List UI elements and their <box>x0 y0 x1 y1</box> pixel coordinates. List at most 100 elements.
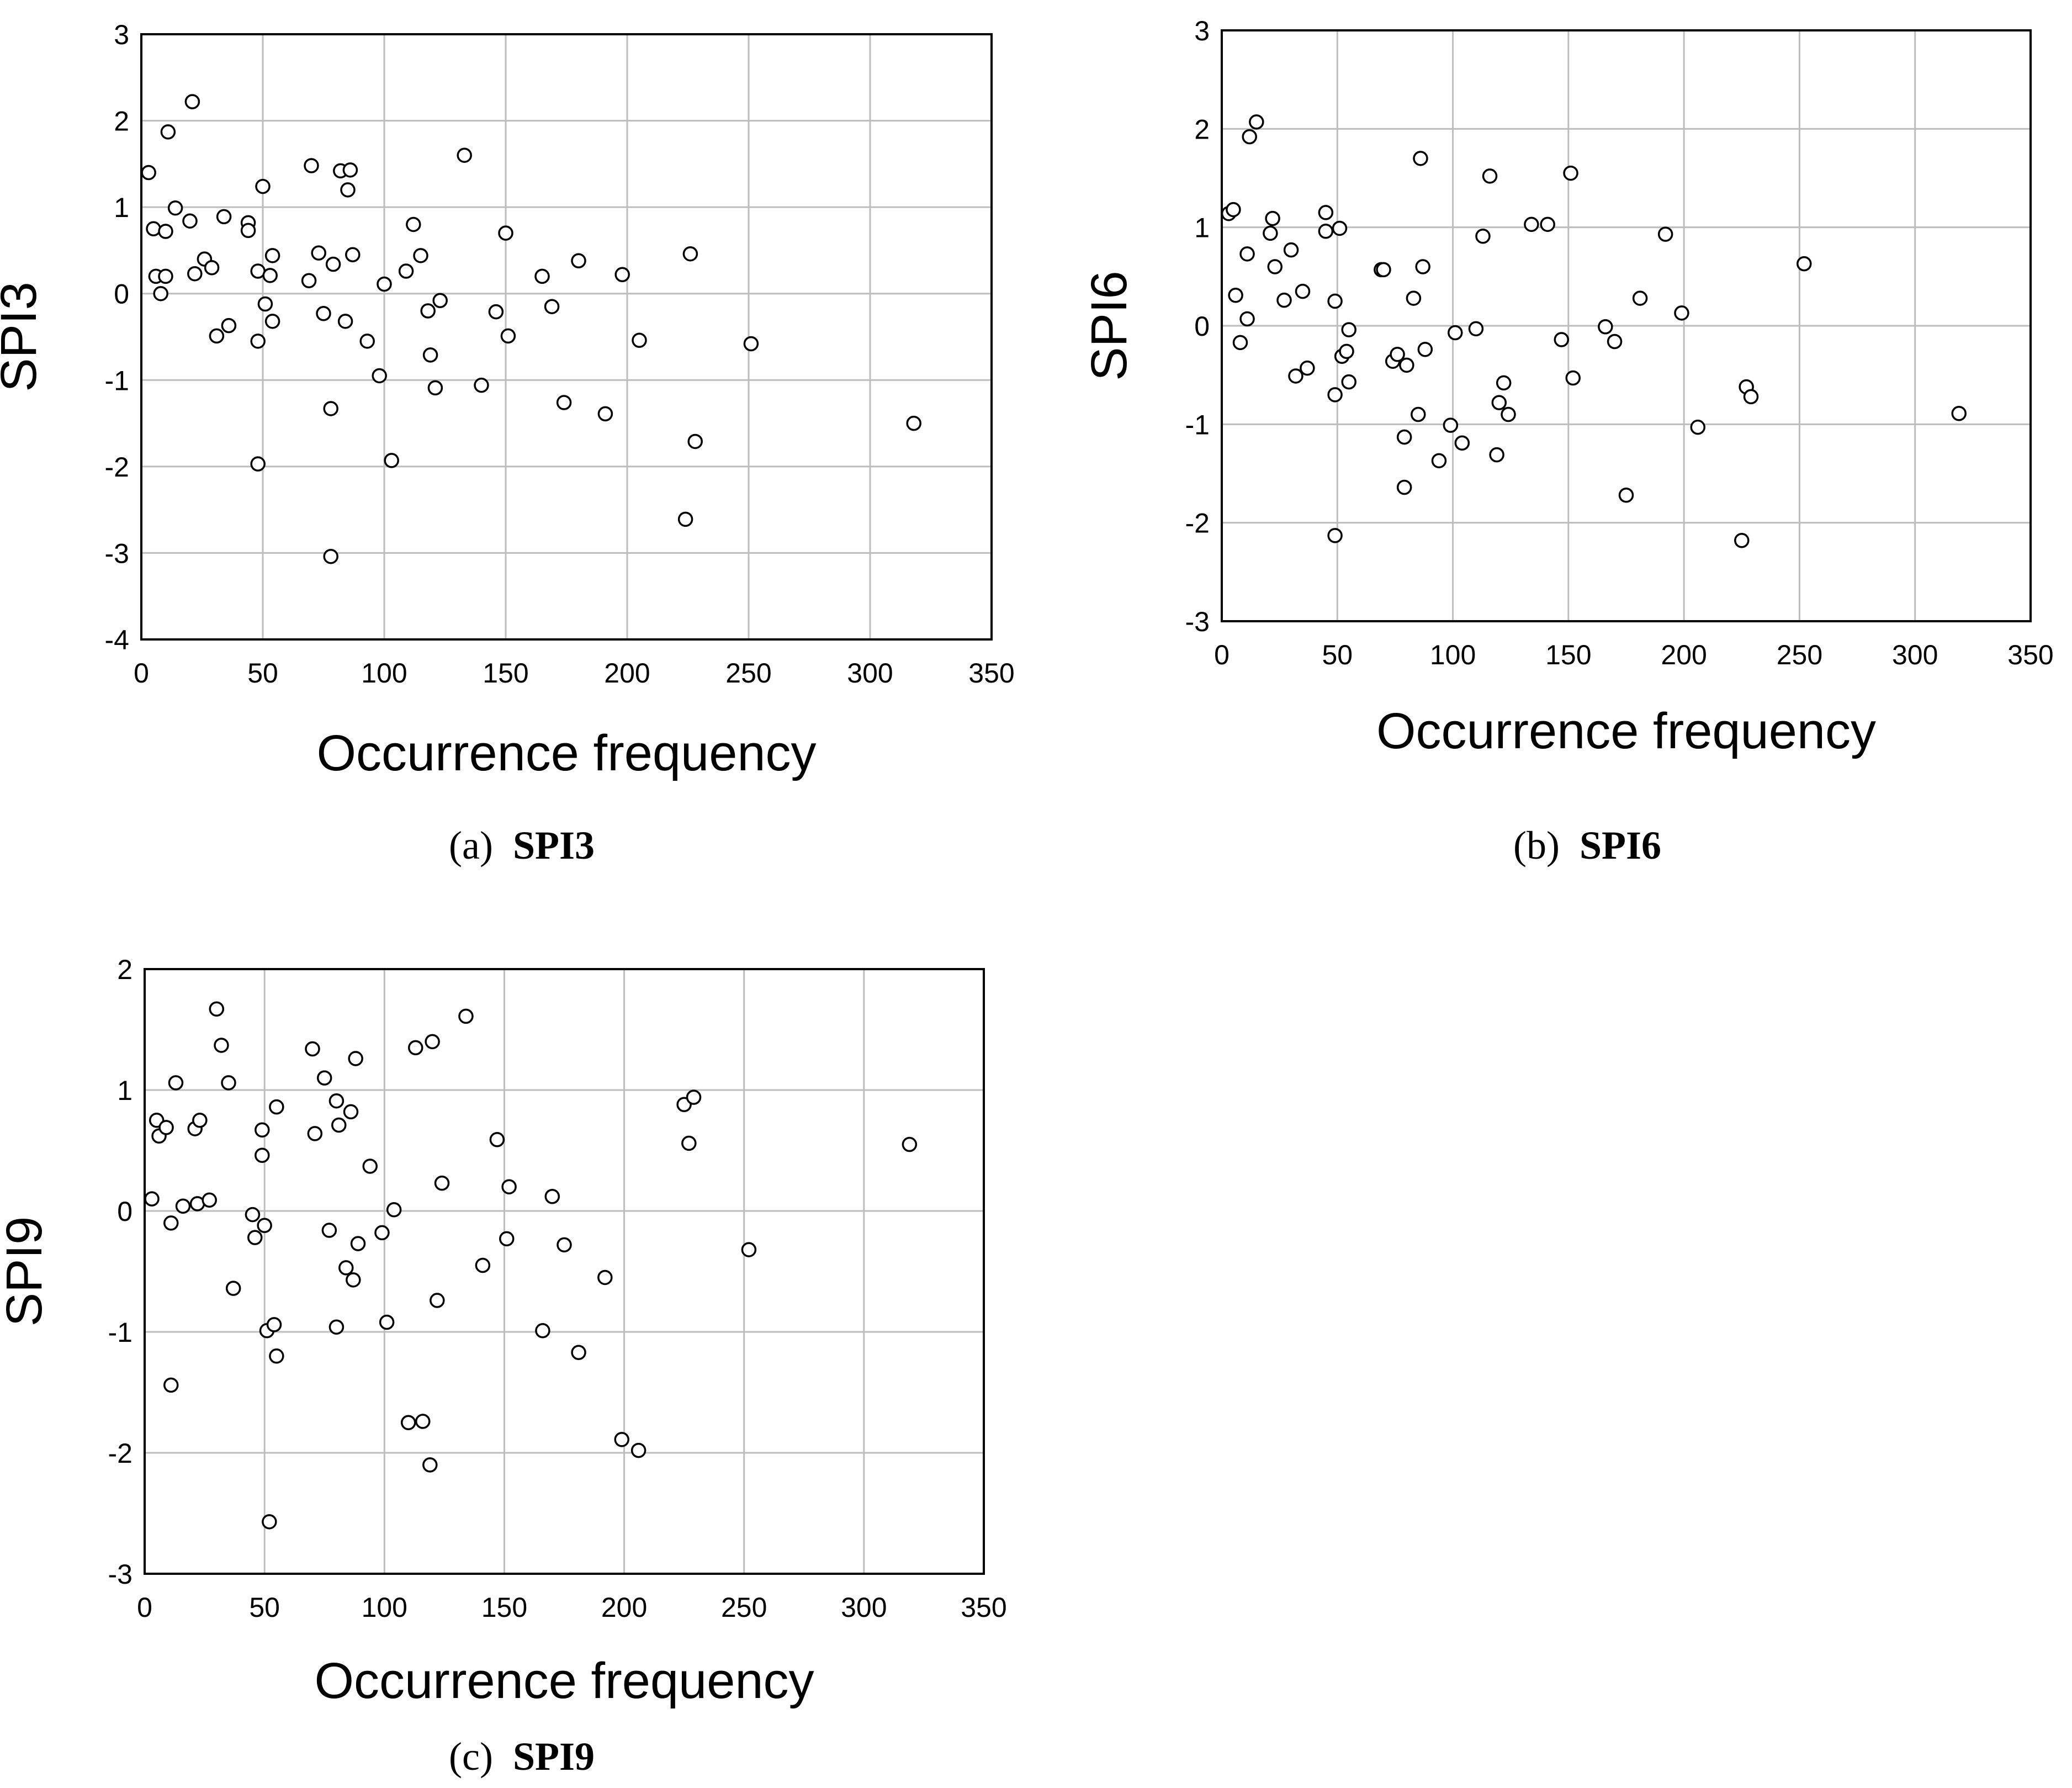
data-point <box>350 1236 366 1251</box>
data-point <box>346 1272 361 1288</box>
data-point <box>204 260 220 276</box>
data-point <box>202 1192 218 1208</box>
data-point <box>1674 305 1689 321</box>
data-point <box>1468 321 1484 337</box>
data-point <box>160 124 176 140</box>
data-point <box>1524 216 1539 232</box>
x-tick-label: 150 <box>481 1592 527 1623</box>
x-tick-label: 250 <box>1777 639 1822 670</box>
data-point <box>192 1113 208 1128</box>
y-tick-label: 0 <box>117 1196 133 1227</box>
data-point <box>216 209 232 225</box>
data-point <box>377 276 392 292</box>
data-point <box>316 1070 332 1086</box>
data-point <box>345 247 361 263</box>
data-point <box>311 245 326 261</box>
data-point <box>337 314 353 329</box>
x-tick-label: 350 <box>968 658 1014 689</box>
data-point <box>245 1207 261 1223</box>
data-point <box>1265 210 1280 226</box>
data-point <box>221 318 237 334</box>
data-point <box>1341 322 1356 337</box>
data-point <box>1228 287 1243 303</box>
data-point <box>1396 479 1412 495</box>
data-point <box>432 293 448 308</box>
data-point <box>167 200 183 216</box>
data-point <box>597 406 613 422</box>
data-point <box>681 1135 697 1151</box>
data-point <box>1598 319 1613 335</box>
y-tick-label: 2 <box>117 954 133 985</box>
x-tick-label: 200 <box>1661 639 1707 670</box>
plot-area-frame <box>1221 29 2032 622</box>
plot-area-frame <box>144 968 985 1575</box>
y-tick-label: 2 <box>1194 114 1210 145</box>
data-point <box>1263 225 1278 241</box>
data-point <box>1318 205 1334 220</box>
data-point <box>240 223 256 239</box>
data-point <box>374 1225 390 1241</box>
data-point <box>158 1120 174 1135</box>
data-point <box>1327 293 1343 309</box>
x-tick-label: 50 <box>247 658 278 689</box>
data-point <box>328 1319 345 1335</box>
data-point <box>255 1122 270 1138</box>
data-point <box>413 248 428 263</box>
y-tick-label: -2 <box>1185 508 1210 539</box>
y-axis-title: SPI3 <box>0 282 47 392</box>
panel-caption: (a) SPI3 <box>449 823 595 867</box>
data-point <box>686 1089 702 1105</box>
data-point <box>362 1159 378 1174</box>
data-point <box>427 380 443 396</box>
data-point <box>1399 357 1414 373</box>
data-point <box>1327 387 1343 403</box>
data-point <box>458 1008 474 1024</box>
data-point <box>741 1242 757 1257</box>
data-point <box>1563 165 1578 181</box>
data-point <box>379 1314 395 1330</box>
data-point <box>209 1001 225 1017</box>
data-point <box>1406 290 1422 306</box>
data-point <box>571 1345 586 1360</box>
data-point <box>500 328 516 344</box>
data-point <box>571 253 586 268</box>
data-point <box>498 225 513 241</box>
data-point <box>209 328 225 344</box>
data-point <box>1327 528 1343 543</box>
data-point <box>386 1202 402 1218</box>
x-tick-label: 200 <box>601 1592 647 1623</box>
data-point <box>1454 435 1470 451</box>
data-point <box>1339 343 1354 359</box>
y-tick-label: -3 <box>105 538 129 569</box>
caption-name: SPI9 <box>513 1734 595 1779</box>
y-tick-label: -3 <box>1185 606 1210 637</box>
data-point <box>264 314 280 329</box>
data-point <box>255 1147 270 1163</box>
data-point <box>489 1132 505 1147</box>
data-point <box>597 1269 613 1286</box>
y-tick-label: 3 <box>1194 15 1210 46</box>
data-point <box>400 1415 416 1430</box>
data-point <box>262 268 278 283</box>
data-point <box>331 1117 347 1133</box>
caption-label: (b) <box>1513 823 1560 867</box>
x-tick-label: 300 <box>841 1592 887 1623</box>
data-point <box>1565 370 1581 386</box>
panel-c-spi9-chart: 0 50 100 150 200 250 300 350 -3 -2 -1 0 1 2 Occurrenc… <box>0 954 1007 1779</box>
data-point <box>1411 406 1426 422</box>
data-point <box>250 456 266 472</box>
x-tick-label: 150 <box>483 658 528 689</box>
data-point <box>342 162 358 178</box>
data-point <box>168 1075 184 1091</box>
y-tick-label: -1 <box>108 1317 133 1348</box>
data-point <box>556 395 572 410</box>
data-point <box>1417 342 1433 357</box>
x-tick-label: 100 <box>361 658 407 689</box>
data-point <box>630 1442 646 1458</box>
x-tick-label: 50 <box>1322 639 1353 670</box>
data-point <box>262 1514 277 1530</box>
data-point <box>420 303 436 319</box>
data-point <box>182 213 198 229</box>
data-point <box>328 1093 345 1109</box>
data-point <box>474 377 489 393</box>
